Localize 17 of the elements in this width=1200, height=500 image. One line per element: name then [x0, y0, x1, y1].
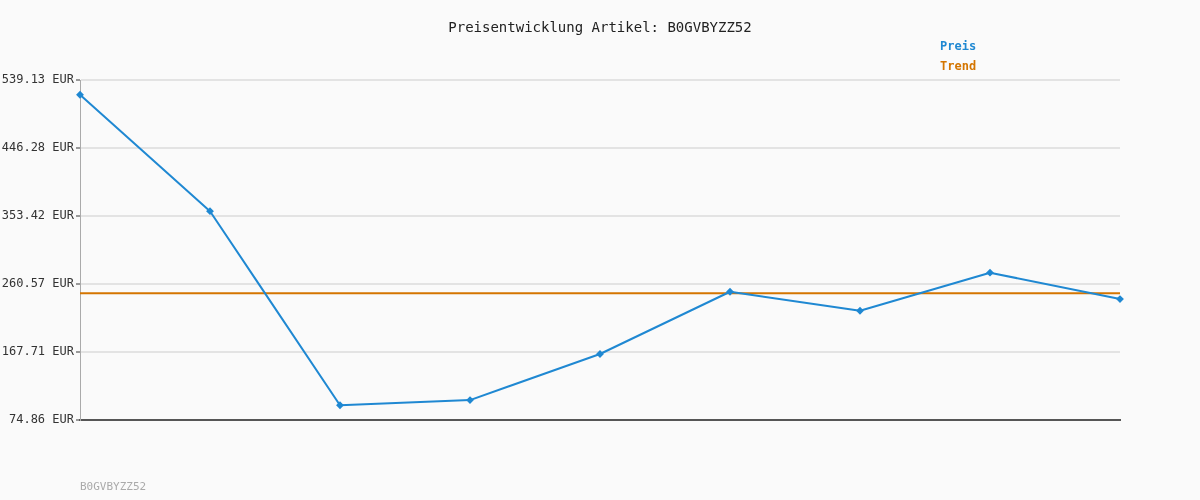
text: B0GVBYZZ52	[80, 479, 147, 493]
y-tick-label: 74.86 EUR	[8, 412, 75, 427]
y-tick-label: 539.13 EUR	[1, 72, 75, 87]
point	[336, 401, 344, 409]
text: Trend	[940, 59, 977, 74]
point	[726, 288, 734, 296]
point	[856, 307, 864, 315]
point	[466, 396, 474, 404]
y-tick-label: 167.71 EUR	[1, 344, 75, 359]
y-tick-label: 446.28 EUR	[1, 140, 75, 155]
y-tick-label: 353.42 EUR	[1, 208, 75, 223]
y-tick-label: 260.57 EUR	[1, 276, 75, 291]
point	[986, 269, 994, 277]
point	[76, 91, 84, 99]
chart-title: Preisentwicklung Artikel: B0GVBYZZ52	[448, 18, 752, 35]
point	[206, 207, 214, 215]
text: Preis	[940, 39, 977, 54]
